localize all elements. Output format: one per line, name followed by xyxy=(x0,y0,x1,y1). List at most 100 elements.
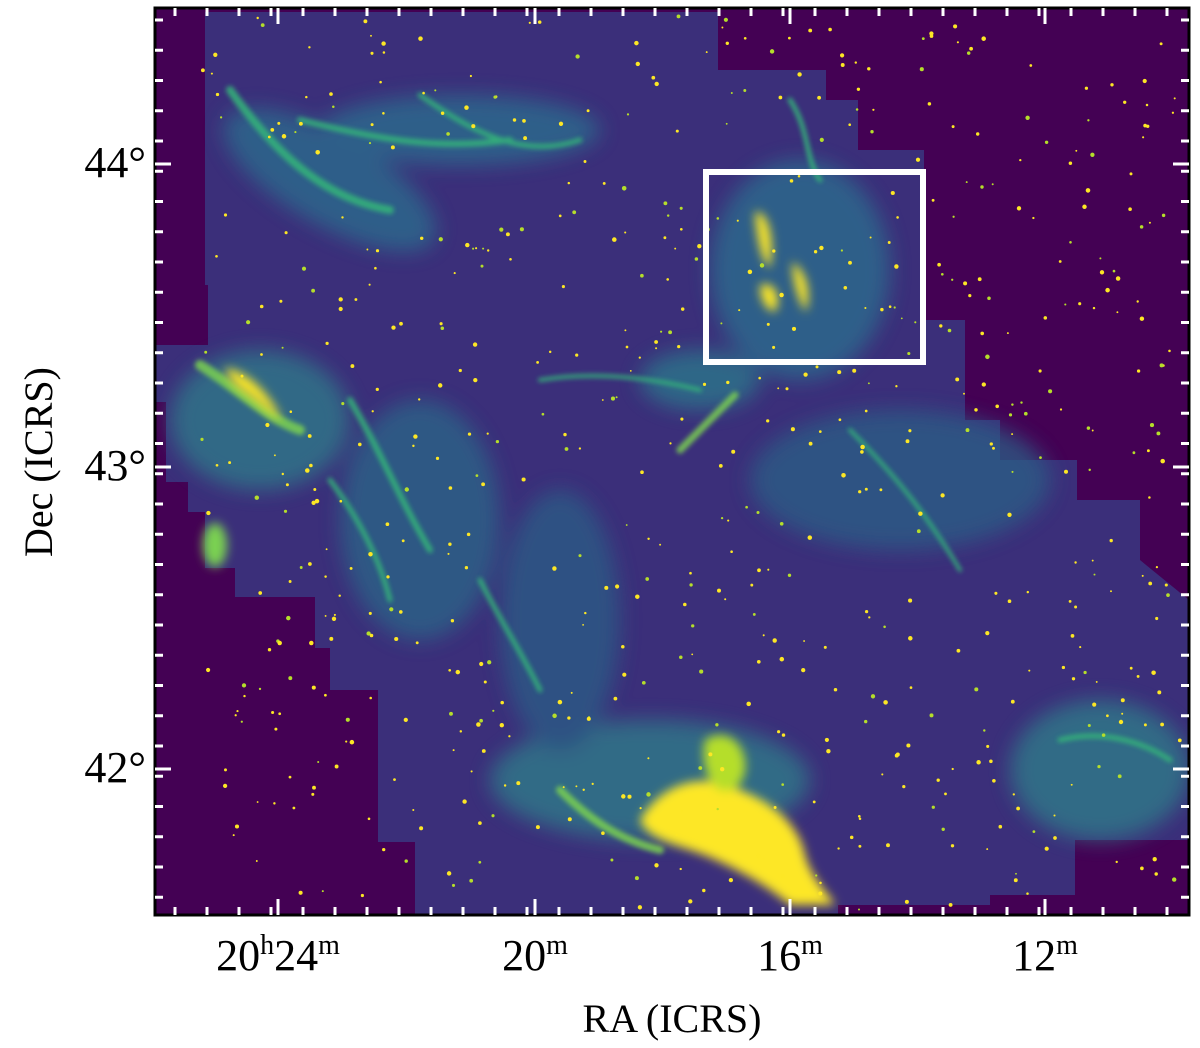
star xyxy=(451,883,456,887)
star xyxy=(864,719,868,724)
star xyxy=(1013,878,1018,883)
star xyxy=(720,767,725,772)
star xyxy=(288,580,292,583)
star xyxy=(215,463,219,467)
star xyxy=(679,867,682,871)
star xyxy=(294,131,297,134)
star xyxy=(1079,646,1082,649)
star xyxy=(1090,152,1095,157)
star xyxy=(780,874,785,879)
star xyxy=(983,729,986,732)
star xyxy=(1160,458,1165,464)
star xyxy=(213,52,218,57)
star xyxy=(1136,300,1139,303)
star xyxy=(965,181,968,184)
star xyxy=(966,51,971,55)
star xyxy=(281,472,285,476)
star xyxy=(819,245,824,251)
star xyxy=(313,488,317,491)
star xyxy=(228,461,232,465)
star xyxy=(791,326,797,331)
star xyxy=(503,784,507,787)
star xyxy=(929,31,934,36)
star xyxy=(725,41,729,45)
star xyxy=(638,356,641,359)
star xyxy=(1161,213,1166,218)
star xyxy=(905,439,910,444)
star xyxy=(274,727,278,731)
star xyxy=(278,712,282,716)
star xyxy=(627,794,632,799)
star xyxy=(492,709,495,712)
star xyxy=(435,456,440,461)
star xyxy=(324,575,327,578)
star xyxy=(1068,600,1072,603)
star xyxy=(273,802,276,805)
star xyxy=(1084,86,1089,90)
star xyxy=(801,667,806,673)
star xyxy=(523,136,528,141)
star xyxy=(838,418,842,422)
star xyxy=(368,283,371,286)
star xyxy=(991,183,994,186)
star xyxy=(610,858,614,862)
star xyxy=(819,137,824,142)
star xyxy=(567,716,571,720)
star xyxy=(521,477,526,482)
star xyxy=(697,244,702,249)
star xyxy=(963,281,968,286)
star xyxy=(258,687,262,691)
star xyxy=(921,37,925,41)
star xyxy=(215,92,220,97)
star xyxy=(848,123,852,127)
star xyxy=(535,825,540,830)
star xyxy=(382,847,386,852)
star xyxy=(929,34,934,38)
star xyxy=(998,824,1003,829)
star xyxy=(317,760,320,764)
star xyxy=(311,685,316,690)
star xyxy=(773,806,777,809)
star xyxy=(880,307,884,312)
star xyxy=(1058,260,1062,263)
star xyxy=(537,20,542,24)
star xyxy=(552,713,557,719)
star xyxy=(1061,665,1066,670)
star xyxy=(787,573,792,577)
star xyxy=(399,321,403,326)
star xyxy=(357,442,362,447)
star xyxy=(450,619,455,623)
star xyxy=(602,181,606,185)
star xyxy=(886,843,890,848)
y-tick-label-44: 44° xyxy=(84,138,146,187)
star xyxy=(621,645,625,649)
star xyxy=(259,304,264,309)
star xyxy=(858,908,860,911)
star xyxy=(646,792,651,797)
star xyxy=(552,566,557,571)
star xyxy=(956,648,961,653)
star xyxy=(833,687,838,692)
star xyxy=(512,118,517,122)
star xyxy=(948,902,953,907)
star xyxy=(369,696,372,700)
star xyxy=(446,132,450,136)
star xyxy=(308,46,311,49)
star xyxy=(366,248,369,251)
star xyxy=(591,782,594,786)
diffuse-emission xyxy=(170,95,1189,840)
star xyxy=(860,444,865,450)
star xyxy=(404,859,408,863)
star xyxy=(989,759,993,764)
star xyxy=(803,640,806,642)
star xyxy=(781,783,785,786)
star xyxy=(1148,221,1151,224)
star xyxy=(758,376,761,380)
y-tick-label-43: 43° xyxy=(84,441,146,490)
star xyxy=(944,792,947,796)
star xyxy=(995,404,999,409)
star xyxy=(819,881,822,885)
star xyxy=(483,680,487,684)
star xyxy=(730,550,733,553)
star xyxy=(864,409,868,413)
